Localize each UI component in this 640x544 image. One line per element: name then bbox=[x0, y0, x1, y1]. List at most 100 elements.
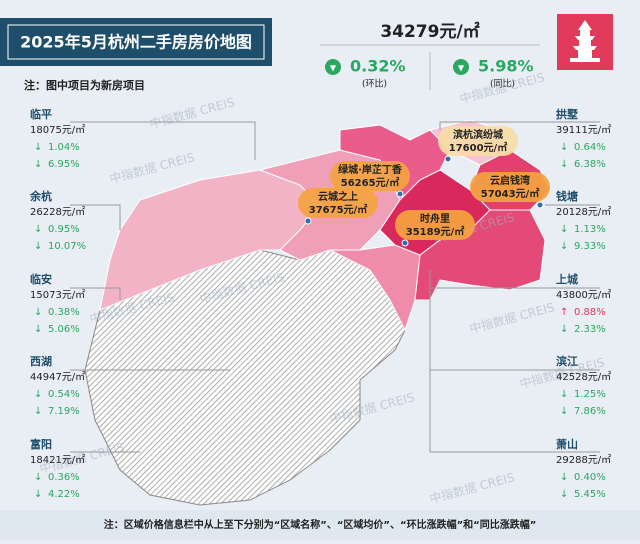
change-value: 1.04% bbox=[48, 142, 80, 153]
district-name: 萧山 bbox=[556, 437, 578, 451]
district-name: 临平 bbox=[30, 107, 52, 121]
watermark: 中指数据 CREIS bbox=[468, 299, 556, 336]
change-value: 5.06% bbox=[48, 324, 80, 335]
headline-price: 34279元/㎡ bbox=[380, 21, 479, 42]
district-price: 39111元/㎡ bbox=[556, 124, 611, 136]
yoy-value: 5.98% bbox=[478, 57, 534, 76]
change-value: 0.38% bbox=[48, 307, 80, 318]
project-dot bbox=[401, 239, 409, 247]
watermark: 中指数据 CREIS bbox=[428, 469, 516, 506]
project-name: 时舟里 bbox=[420, 212, 450, 225]
change-arrow: ↓ bbox=[34, 159, 42, 170]
project-price: 57043元/㎡ bbox=[481, 187, 539, 200]
change-arrow: ↓ bbox=[560, 489, 568, 500]
change-arrow: ↓ bbox=[560, 324, 568, 335]
change-value: 9.33% bbox=[574, 241, 606, 252]
title: 2025年5月杭州二手房房价地图 bbox=[20, 33, 252, 52]
title-box bbox=[0, 18, 272, 66]
project-label bbox=[298, 188, 378, 218]
project-label bbox=[470, 172, 550, 202]
district-price: 44947元/㎡ bbox=[30, 371, 85, 383]
district-price: 20128元/㎡ bbox=[556, 206, 611, 218]
district-price: 43800元/㎡ bbox=[556, 289, 611, 301]
project-label bbox=[438, 126, 518, 156]
district-name: 临安 bbox=[30, 272, 52, 286]
change-value: 0.36% bbox=[48, 472, 80, 483]
change-value: 10.07% bbox=[48, 241, 86, 252]
change-value: 0.64% bbox=[574, 142, 606, 153]
change-arrow: ↓ bbox=[34, 142, 42, 153]
district-name: 余杭 bbox=[29, 189, 52, 203]
district-name: 上城 bbox=[556, 272, 578, 286]
change-value: 5.45% bbox=[574, 489, 606, 500]
footer-note: 注：区域价格信息栏中从上至下分别为“区域名称”、“区域均价”、“环比涨跌幅”和“… bbox=[104, 518, 537, 531]
district-price: 18421元/㎡ bbox=[30, 454, 85, 466]
district-name: 拱墅 bbox=[556, 107, 578, 121]
project-dot bbox=[304, 217, 312, 225]
watermark: 中指数据 CREIS bbox=[148, 94, 236, 131]
project-dot bbox=[536, 201, 544, 209]
district-name: 钱塘 bbox=[556, 189, 578, 203]
change-value: 0.88% bbox=[574, 307, 606, 318]
leader-lines bbox=[70, 121, 600, 453]
district-price: 29288元/㎡ bbox=[556, 454, 611, 466]
change-arrow: ↓ bbox=[560, 224, 568, 235]
change-value: 7.19% bbox=[48, 406, 80, 417]
change-arrow: ↓ bbox=[560, 389, 568, 400]
change-arrow: ↓ bbox=[560, 406, 568, 417]
watermark: 中指数据 CREIS bbox=[108, 149, 196, 186]
change-arrow: ↓ bbox=[34, 489, 42, 500]
note: 注：图中项目为新房项目 bbox=[24, 78, 145, 92]
project-price: 17600元/㎡ bbox=[449, 141, 507, 154]
change-arrow: ↓ bbox=[560, 159, 568, 170]
change-arrow: ↓ bbox=[34, 406, 42, 417]
change-value: 2.33% bbox=[574, 324, 606, 335]
pagoda-icon bbox=[557, 14, 613, 70]
change-arrow: ↓ bbox=[34, 241, 42, 252]
change-arrow: ↓ bbox=[34, 224, 42, 235]
change-arrow: ↓ bbox=[34, 324, 42, 335]
district-price: 26228元/㎡ bbox=[30, 206, 85, 218]
change-arrow: ↓ bbox=[34, 307, 42, 318]
project-price: 35189元/㎡ bbox=[406, 225, 464, 238]
district-name: 滨江 bbox=[556, 354, 578, 368]
change-value: 6.38% bbox=[574, 159, 606, 170]
district-area bbox=[84, 249, 406, 506]
change-value: 0.40% bbox=[574, 472, 606, 483]
change-value: 0.54% bbox=[48, 389, 80, 400]
district-name: 富阳 bbox=[30, 437, 52, 451]
change-value: 7.86% bbox=[574, 406, 606, 417]
project-price: 37675元/㎡ bbox=[309, 203, 367, 216]
mom-value: 0.32% bbox=[350, 57, 406, 76]
change-value: 1.13% bbox=[574, 224, 606, 235]
mom-icon bbox=[325, 59, 341, 75]
yoy-arrow: ▼ bbox=[458, 64, 465, 73]
project-name: 云启钱湾 bbox=[490, 174, 530, 187]
project-name: 云城之上 bbox=[318, 190, 358, 203]
project-dot bbox=[444, 155, 452, 163]
change-value: 0.95% bbox=[48, 224, 80, 235]
project-name: 滨杭滨纷城 bbox=[453, 128, 503, 141]
change-value: 4.22% bbox=[48, 489, 80, 500]
change-arrow: ↓ bbox=[560, 472, 568, 483]
mom-label: (环比) bbox=[362, 78, 387, 90]
change-value: 6.95% bbox=[48, 159, 80, 170]
mom-arrow: ▼ bbox=[330, 64, 337, 73]
project-dot bbox=[396, 190, 404, 198]
district-price: 18075元/㎡ bbox=[30, 124, 85, 136]
footer-bar bbox=[0, 510, 640, 540]
change-arrow: ↓ bbox=[560, 142, 568, 153]
change-arrow: ↑ bbox=[560, 307, 568, 318]
project-label bbox=[330, 161, 410, 191]
change-arrow: ↓ bbox=[560, 241, 568, 252]
yoy-label: (同比) bbox=[490, 78, 515, 90]
yoy-icon bbox=[453, 59, 469, 75]
district-price: 15073元/㎡ bbox=[30, 289, 85, 301]
project-price: 56265元/㎡ bbox=[341, 176, 399, 189]
project-label bbox=[395, 210, 475, 240]
project-name: 绿城·岸芷丁香 bbox=[338, 163, 402, 176]
district-name: 西湖 bbox=[30, 354, 52, 368]
change-value: 1.25% bbox=[574, 389, 606, 400]
change-arrow: ↓ bbox=[34, 389, 42, 400]
